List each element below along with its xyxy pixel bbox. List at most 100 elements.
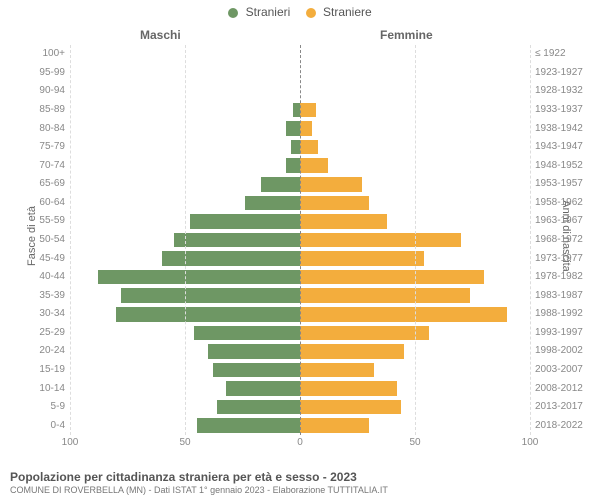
bar-female: [300, 288, 470, 303]
gridline: [70, 45, 71, 435]
ytick-age: 80-84: [39, 121, 65, 137]
ytick-age: 90-94: [39, 83, 65, 99]
ytick-age: 45-49: [39, 251, 65, 267]
bar-male: [98, 270, 300, 285]
ytick-birth: 1943-1947: [535, 139, 583, 155]
bar-male: [174, 233, 301, 248]
ytick-birth: 1993-1997: [535, 325, 583, 341]
bar-male: [162, 251, 300, 266]
bar-female: [300, 400, 401, 415]
bar-male: [286, 121, 300, 136]
bar-female: [300, 307, 507, 322]
chart-title: Popolazione per cittadinanza straniera p…: [10, 470, 590, 484]
ytick-birth: 1948-1952: [535, 158, 583, 174]
bar-male: [261, 177, 300, 192]
ytick-birth: 1978-1982: [535, 269, 583, 285]
col-header-left: Maschi: [140, 28, 181, 42]
ytick-age: 25-29: [39, 325, 65, 341]
ytick-age: 70-74: [39, 158, 65, 174]
legend-item-f: Straniere: [306, 5, 372, 19]
bar-male: [197, 418, 301, 433]
ytick-age: 100+: [42, 46, 65, 62]
bar-female: [300, 270, 484, 285]
ytick-birth: 1938-1942: [535, 121, 583, 137]
bar-male: [116, 307, 300, 322]
bar-female: [300, 158, 328, 173]
xtick: 0: [297, 437, 303, 448]
ytick-birth: 1988-1992: [535, 306, 583, 322]
ytick-birth: 2003-2007: [535, 362, 583, 378]
ytick-age: 55-59: [39, 213, 65, 229]
ytick-age: 40-44: [39, 269, 65, 285]
gridline: [415, 45, 416, 435]
ytick-birth: 1973-1977: [535, 251, 583, 267]
ytick-birth: 1968-1972: [535, 232, 583, 248]
zero-line: [300, 45, 301, 435]
ytick-birth: 1928-1932: [535, 83, 583, 99]
ytick-age: 95-99: [39, 65, 65, 81]
bar-male: [217, 400, 300, 415]
ytick-age: 85-89: [39, 102, 65, 118]
ytick-birth: 1983-1987: [535, 288, 583, 304]
ytick-age: 60-64: [39, 195, 65, 211]
ytick-age: 75-79: [39, 139, 65, 155]
ytick-birth: 1958-1962: [535, 195, 583, 211]
xtick: 50: [409, 437, 420, 448]
bar-female: [300, 103, 316, 118]
ytick-birth: 1963-1967: [535, 213, 583, 229]
ytick-age: 35-39: [39, 288, 65, 304]
col-header-right: Femmine: [380, 28, 433, 42]
bar-female: [300, 214, 387, 229]
ytick-age: 50-54: [39, 232, 65, 248]
gridline: [185, 45, 186, 435]
ytick-age: 15-19: [39, 362, 65, 378]
bar-male: [194, 326, 300, 341]
bar-female: [300, 363, 374, 378]
chart-footer: Popolazione per cittadinanza straniera p…: [10, 470, 590, 495]
legend-item-m: Stranieri: [228, 5, 290, 19]
ytick-age: 10-14: [39, 381, 65, 397]
bar-male: [190, 214, 300, 229]
ytick-birth: 1933-1937: [535, 102, 583, 118]
legend-label-f: Straniere: [323, 5, 372, 19]
legend-swatch-m: [228, 8, 238, 18]
bar-male: [291, 140, 300, 155]
bar-male: [226, 381, 300, 396]
legend-swatch-f: [306, 8, 316, 18]
xtick: 100: [522, 437, 539, 448]
bar-female: [300, 177, 362, 192]
bar-male: [208, 344, 300, 359]
ytick-birth: 1998-2002: [535, 343, 583, 359]
ytick-age: 30-34: [39, 306, 65, 322]
ytick-birth: 1953-1957: [535, 176, 583, 192]
bar-male: [213, 363, 300, 378]
legend-label-m: Stranieri: [246, 5, 291, 19]
ytick-birth: 2008-2012: [535, 381, 583, 397]
legend: Stranieri Straniere: [0, 5, 600, 19]
bar-female: [300, 196, 369, 211]
ytick-birth: 1923-1927: [535, 65, 583, 81]
bar-male: [245, 196, 300, 211]
y-title-left: Fasce di età: [26, 206, 38, 266]
bar-female: [300, 381, 397, 396]
pyramid-chart: Stranieri Straniere Maschi Femmine Fasce…: [0, 0, 600, 500]
ytick-age: 65-69: [39, 176, 65, 192]
ytick-birth: 2018-2022: [535, 418, 583, 434]
ytick-birth: ≤ 1922: [535, 46, 566, 62]
bar-female: [300, 326, 429, 341]
bar-male: [293, 103, 300, 118]
plot-area: [70, 45, 530, 435]
ytick-birth: 2013-2017: [535, 399, 583, 415]
bar-female: [300, 418, 369, 433]
bar-male: [286, 158, 300, 173]
ytick-age: 5-9: [51, 399, 65, 415]
ytick-age: 20-24: [39, 343, 65, 359]
chart-subtitle: COMUNE DI ROVERBELLA (MN) - Dati ISTAT 1…: [10, 485, 590, 495]
bar-female: [300, 233, 461, 248]
bar-female: [300, 121, 312, 136]
bar-female: [300, 140, 318, 155]
bar-female: [300, 344, 404, 359]
bar-male: [121, 288, 300, 303]
ytick-age: 0-4: [51, 418, 65, 434]
xtick: 100: [62, 437, 79, 448]
